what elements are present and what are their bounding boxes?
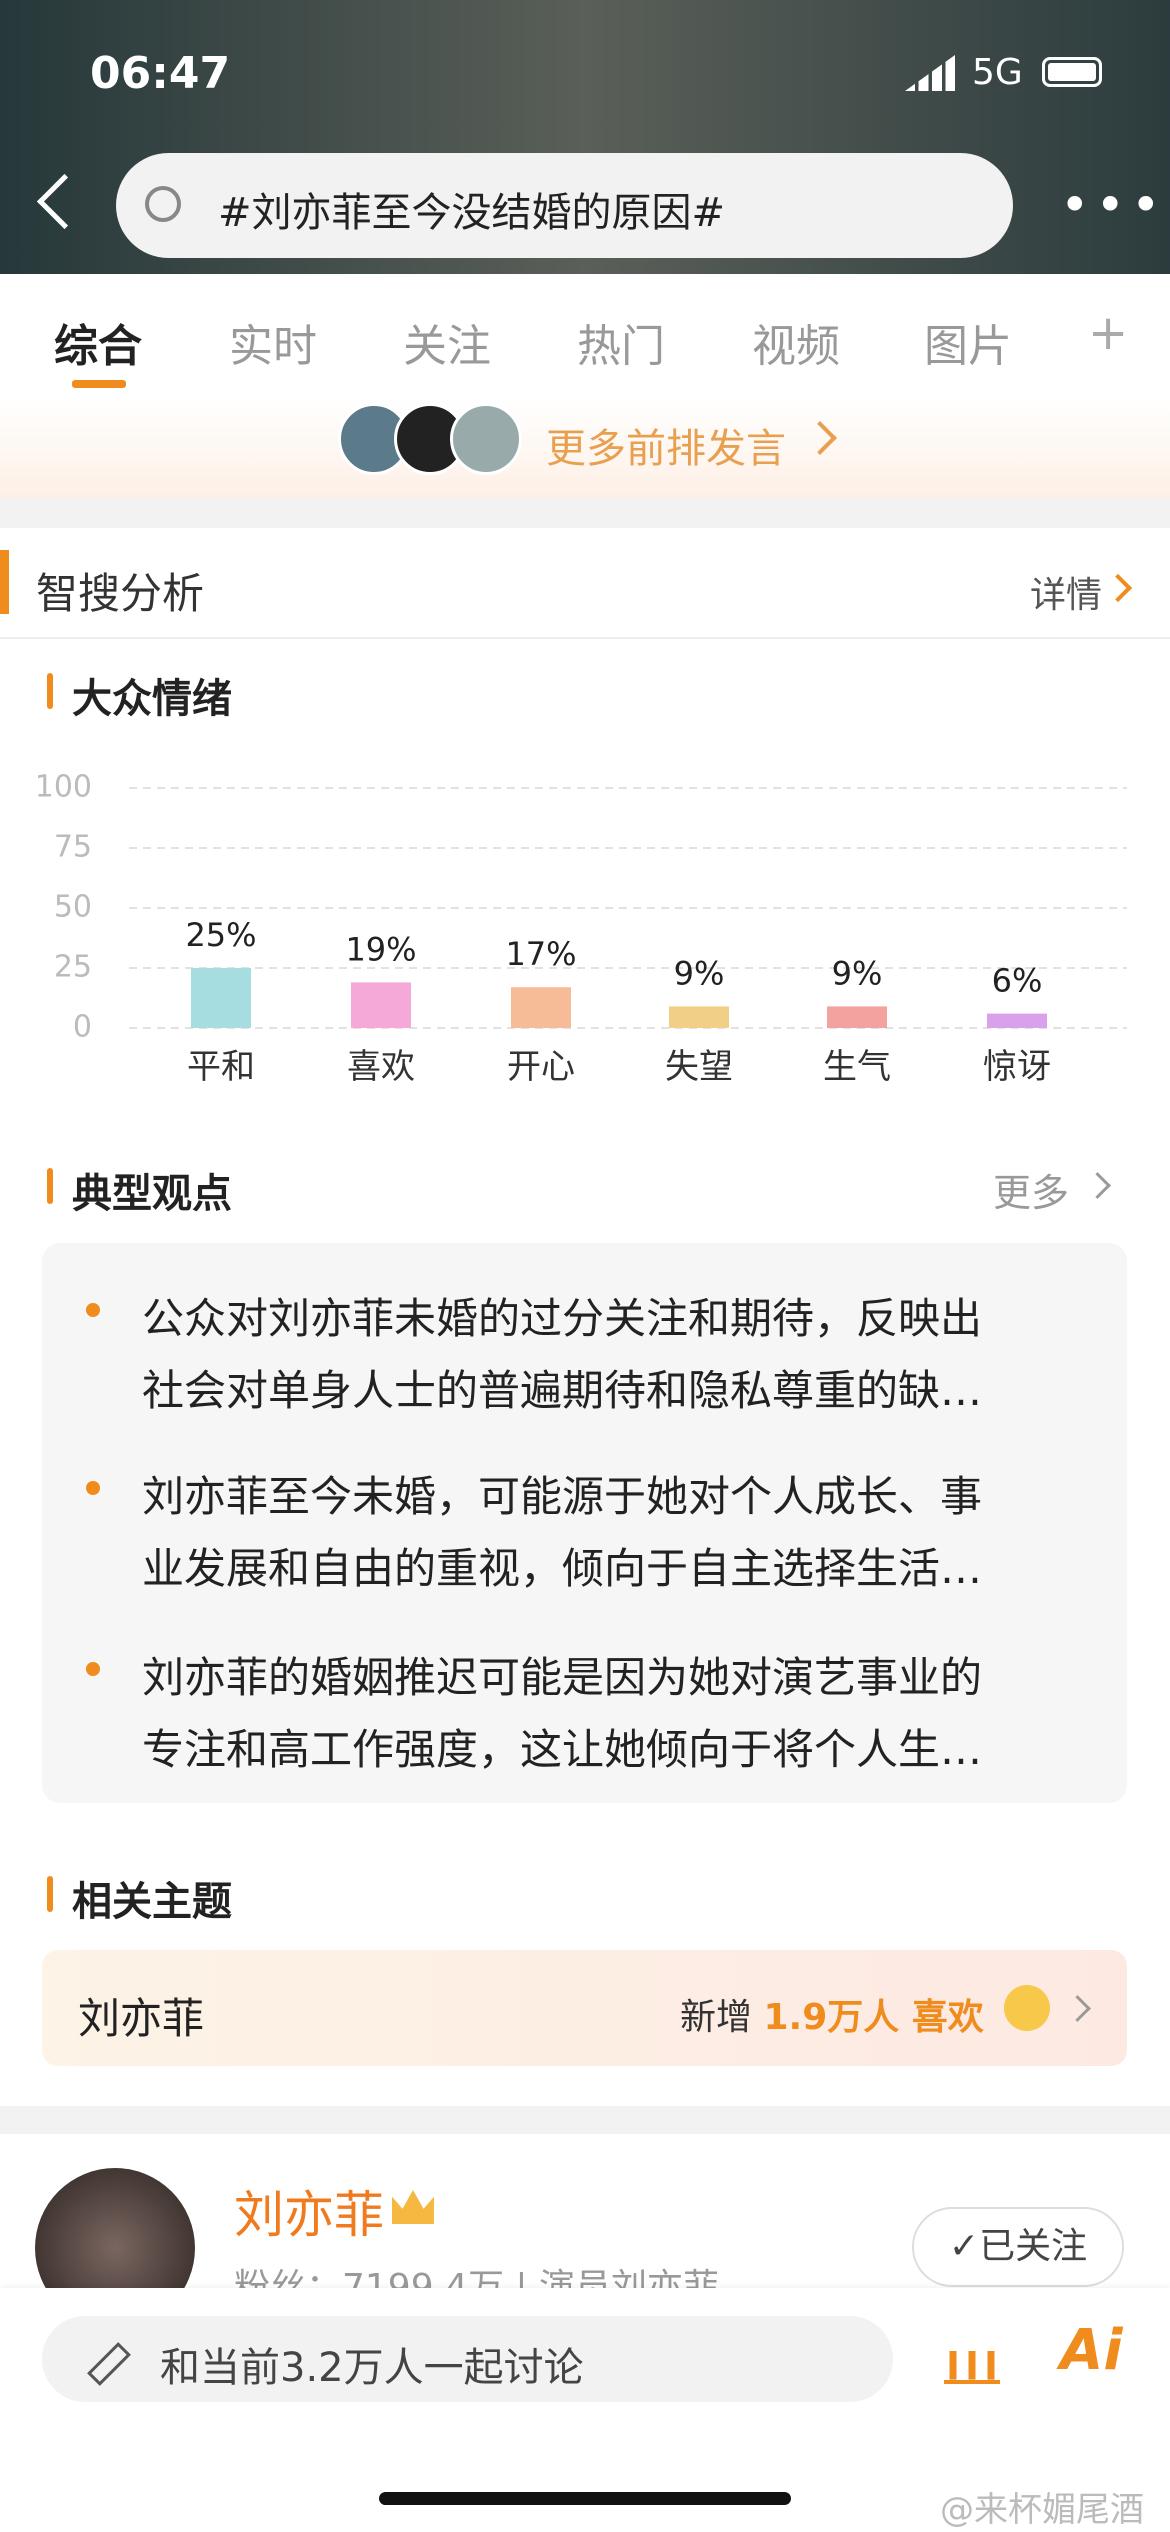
detail-link[interactable]: 详情 — [1030, 575, 1103, 616]
tab[interactable]: 实时 — [229, 321, 317, 372]
battery — [1042, 57, 1102, 87]
bar — [827, 1006, 887, 1028]
search-query: #刘亦菲至今没结婚的原因# — [218, 190, 726, 236]
x-tick-label: 失望 — [665, 1047, 733, 1087]
heading: 典型观点 — [72, 1171, 232, 1217]
follow-button[interactable]: ✓已关注 — [912, 2207, 1124, 2287]
more-menu[interactable]: ••• — [1060, 176, 1167, 234]
y-tick-label: 75 — [54, 830, 92, 865]
time: 06:47 — [90, 48, 231, 99]
heading-marker — [47, 673, 53, 709]
detail-chevron — [1103, 573, 1133, 603]
tab[interactable]: 图片 — [924, 321, 1012, 372]
viewpoint-box — [42, 1243, 1127, 1803]
x-tick-label: 开心 — [507, 1047, 575, 1087]
bar — [351, 982, 411, 1028]
heading-marker — [47, 1876, 53, 1912]
section-title: 智搜分析 — [36, 569, 205, 618]
topic-name: 刘亦菲 — [78, 1994, 205, 2043]
heading: 大众情绪 — [72, 676, 232, 722]
tab-add[interactable]: + — [1088, 305, 1129, 361]
comment-input[interactable] — [42, 2316, 893, 2402]
x-tick-label: 惊讶 — [983, 1047, 1051, 1087]
bullet — [86, 1303, 100, 1317]
banner-text[interactable]: 更多前排发言 — [546, 426, 786, 472]
value-label: 9% — [832, 954, 883, 992]
x-tick-label: 喜欢 — [347, 1047, 415, 1087]
value-label: 19% — [345, 930, 416, 968]
value-label: 17% — [505, 935, 576, 973]
y-tick-label: 25 — [54, 950, 92, 985]
value-label: 25% — [185, 916, 256, 954]
bar — [987, 1013, 1047, 1028]
tab[interactable]: 热门 — [577, 321, 665, 372]
y-tick-label: 100 — [35, 770, 92, 805]
heading: 相关主题 — [72, 1879, 232, 1925]
watermark: @来杯媚尾酒 — [940, 2490, 1144, 2530]
viewpoint-line: 业发展和自由的重视，倾向于自主选择生活… — [142, 1544, 983, 1593]
home-indicator — [379, 2492, 791, 2505]
value-label: 6% — [992, 962, 1043, 1000]
profile-name[interactable]: 刘亦菲 — [234, 2186, 384, 2244]
bar — [511, 987, 571, 1028]
avatars — [338, 403, 522, 475]
viewpoint-line: 刘亦菲的婚姻推迟可能是因为她对演艺事业的 — [142, 1653, 983, 1702]
emoji — [1004, 1985, 1050, 2031]
gap — [0, 2106, 1170, 2134]
search-box[interactable] — [116, 153, 1013, 258]
gap — [0, 498, 1170, 528]
value-label: 9% — [674, 954, 725, 992]
input-placeholder: 和当前3.2万人一起讨论 — [160, 2345, 584, 2391]
tab-indicator — [72, 380, 126, 388]
divider — [0, 637, 1170, 639]
y-tick-label: 50 — [54, 890, 92, 925]
bar — [669, 1006, 729, 1028]
viewpoint-line: 社会对单身人士的普遍期待和隐私尊重的缺… — [142, 1366, 983, 1415]
heading-marker — [47, 1168, 53, 1204]
topic-stat: 新增 1.9万人 喜欢 — [680, 1988, 984, 2040]
tab[interactable]: 关注 — [403, 321, 491, 372]
topic-highlight: 1.9万人 喜欢 — [763, 1997, 984, 2038]
crown — [392, 2190, 434, 2224]
search-icon — [145, 186, 181, 222]
emotion-chart: 0 25 50 75 100 25% 平和 19% 喜欢 17% 开心 9% 失望 9% 生气 6% 惊讶 — [35, 770, 1127, 1087]
viewpoint-line: 公众对刘亦菲未婚的过分关注和期待，反映出 — [142, 1294, 983, 1343]
ai-button[interactable]: Ai — [1060, 2318, 1123, 2383]
topic-prefix: 新增 — [680, 1997, 753, 2038]
viewpoint-line: 专注和高工作强度，这让她倾向于将个人生… — [142, 1725, 983, 1774]
y-tick-label: 0 — [73, 1010, 92, 1045]
topic-card[interactable] — [42, 1950, 1127, 2066]
banner — [0, 398, 1170, 498]
x-tick-label: 平和 — [187, 1047, 255, 1087]
follow-text: 已关注 — [979, 2226, 1088, 2267]
section-marker — [0, 550, 9, 614]
x-tick-label: 生气 — [823, 1047, 891, 1087]
more-link[interactable]: 更多 — [993, 1171, 1070, 1215]
tab[interactable]: 综合 — [54, 321, 142, 372]
bullet — [86, 1662, 100, 1676]
bullet — [86, 1481, 100, 1495]
tab[interactable]: 视频 — [752, 321, 840, 372]
more-chevron — [1084, 1172, 1111, 1199]
chart-icon[interactable] — [944, 2328, 1000, 2384]
viewpoint-line: 刘亦菲至今未婚，可能源于她对个人成长、事 — [142, 1472, 983, 1521]
network: 5G — [972, 52, 1023, 93]
bar — [191, 968, 251, 1028]
